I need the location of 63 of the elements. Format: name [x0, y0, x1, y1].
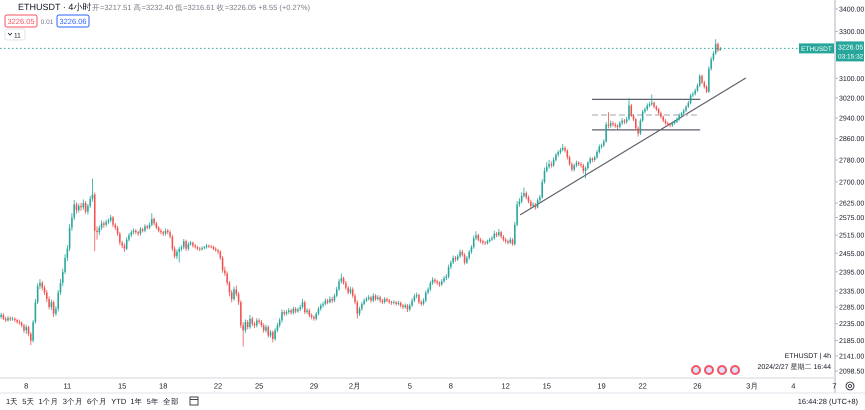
candlestick — [701, 74, 703, 85]
candlestick — [18, 319, 20, 326]
candlestick — [398, 300, 400, 306]
chart-title: ETHUSDT · 4小时 — [18, 2, 92, 12]
candlestick — [25, 324, 28, 334]
candlestick — [582, 163, 584, 174]
candlestick — [249, 314, 251, 330]
candlestick — [251, 316, 254, 326]
candlestick — [281, 309, 283, 324]
candlestick — [690, 94, 692, 105]
candlestick — [262, 322, 264, 334]
candlestick — [418, 293, 420, 305]
candlestick — [176, 248, 178, 260]
candlestick — [612, 120, 614, 128]
candlestick — [267, 325, 270, 338]
candlestick — [233, 286, 235, 302]
candlestick — [112, 216, 114, 228]
candlestick — [552, 156, 554, 168]
candlestick — [717, 42, 719, 53]
candlestick — [76, 202, 78, 214]
candlestick — [448, 264, 450, 279]
candlestick — [12, 316, 14, 322]
candlestick — [482, 239, 484, 246]
candlestick — [372, 292, 374, 303]
candlestick — [424, 290, 427, 303]
candlestick — [304, 300, 306, 314]
candlestick — [82, 198, 84, 210]
candlestick — [507, 239, 509, 245]
candlestick — [630, 103, 632, 118]
candlestick — [272, 330, 274, 343]
candlestick — [286, 310, 288, 316]
candlestick — [532, 202, 534, 208]
candlestick — [80, 202, 82, 212]
candlestick — [246, 320, 248, 330]
candlestick — [103, 220, 105, 228]
candlestick — [50, 299, 52, 310]
candlestick — [628, 98, 630, 121]
candlestick — [430, 280, 432, 292]
candlestick — [160, 228, 162, 235]
candlestick — [182, 238, 185, 250]
candlestick — [100, 220, 102, 231]
candlestick — [390, 300, 392, 306]
candlestick — [472, 235, 475, 250]
candlestick — [669, 122, 671, 128]
candlestick — [464, 252, 466, 266]
candlestick — [52, 300, 54, 318]
candlestick — [496, 232, 498, 238]
candlestick — [605, 121, 607, 144]
candlestick — [84, 200, 86, 214]
candlestick — [185, 239, 187, 252]
candlestick — [480, 237, 482, 244]
candlestick — [126, 236, 128, 251]
candlestick — [132, 228, 134, 235]
candlestick — [137, 230, 139, 236]
candlestick — [244, 318, 246, 334]
candlestick — [178, 246, 180, 263]
candlestick — [151, 212, 153, 227]
candlestick — [560, 147, 562, 155]
candlestick — [256, 318, 258, 328]
candlestick — [616, 124, 618, 130]
candlestick — [536, 198, 538, 209]
candlestick — [416, 292, 418, 299]
candlestick — [302, 298, 304, 310]
